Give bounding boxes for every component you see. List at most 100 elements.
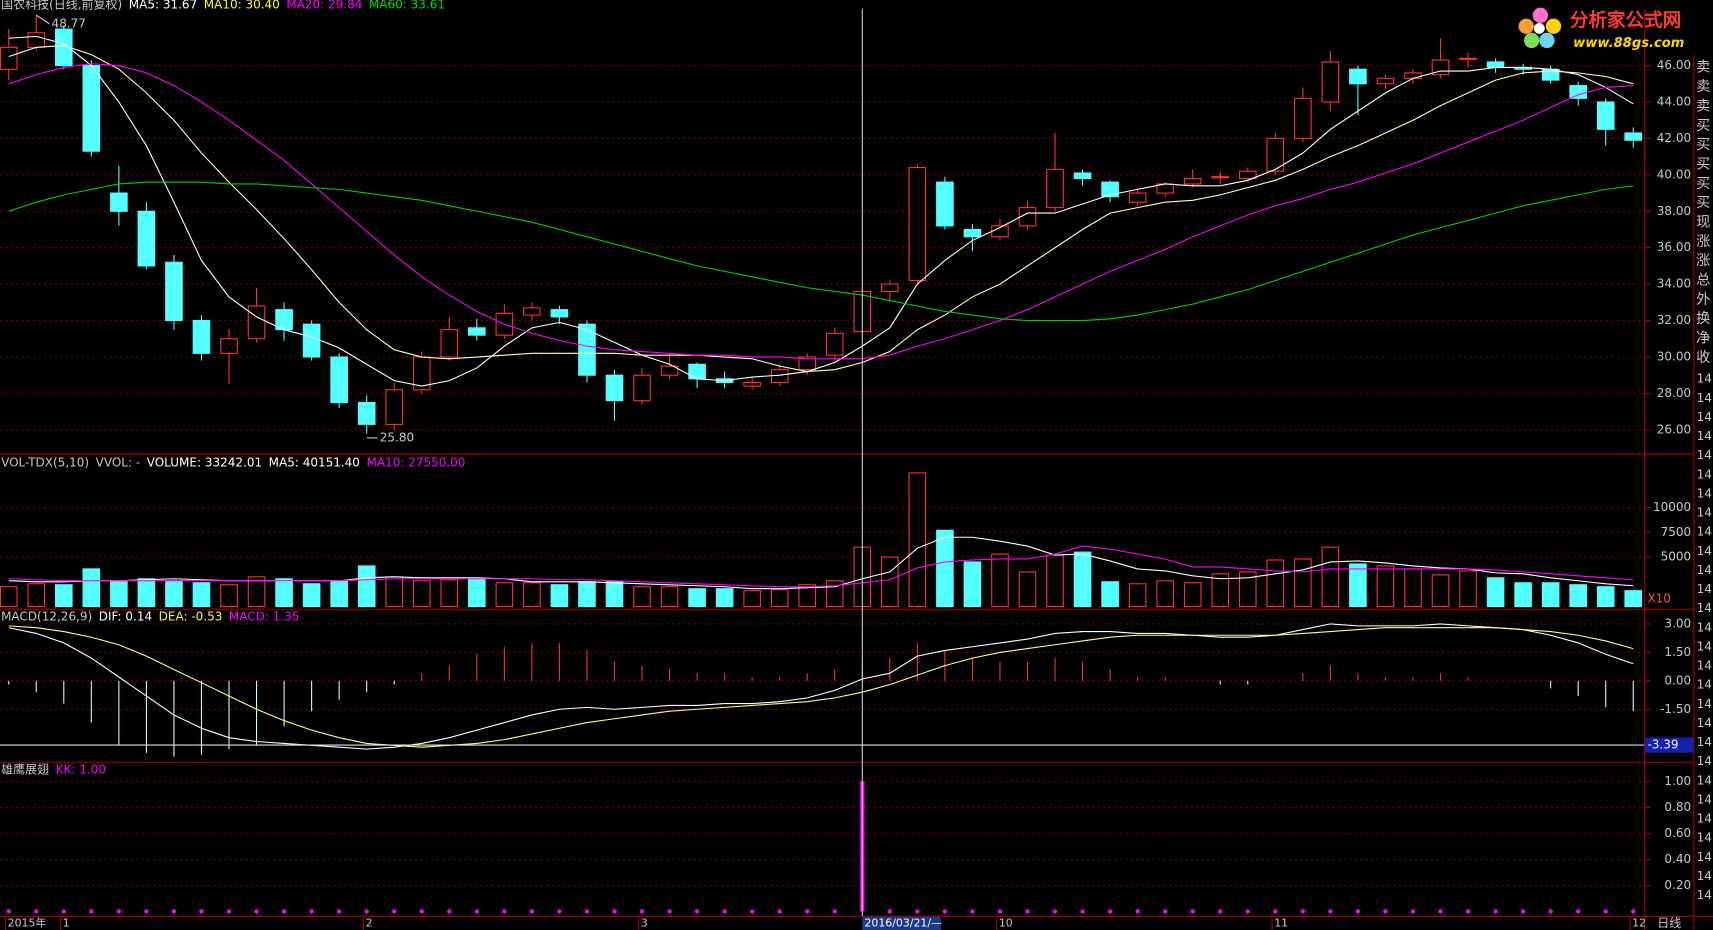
volume-bar	[1596, 586, 1615, 608]
signal-dot	[1273, 909, 1278, 914]
side-label: 卖	[1696, 98, 1710, 114]
volume-bar	[495, 582, 514, 608]
volume-bar	[0, 586, 18, 608]
y-tick-label: 1.50	[1664, 645, 1691, 659]
volume-bar	[1018, 571, 1037, 608]
signal-dot	[639, 909, 645, 914]
candle-body	[1459, 57, 1477, 60]
candle-body	[660, 365, 679, 376]
side-label: 买	[1696, 195, 1710, 211]
candle-body	[1211, 176, 1230, 179]
side-number: 14	[1697, 410, 1712, 424]
signal-dot	[1493, 909, 1498, 914]
y-tick-label: 1.00	[1664, 774, 1691, 788]
volume-bar	[743, 590, 761, 608]
volume-bar	[523, 582, 541, 608]
header-item: VVOL: -	[96, 455, 141, 469]
volume-bar	[1266, 559, 1285, 608]
line-series	[8, 545, 1634, 588]
volume-bar	[1569, 584, 1587, 608]
panel-header: 雄鹰展翅 KK: 1.00	[1, 761, 106, 776]
side-number: 14	[1697, 716, 1712, 730]
side-number: 14	[1697, 620, 1712, 634]
y-tick-label: 46.00	[1657, 58, 1691, 72]
y-tick-label: 0.00	[1664, 673, 1691, 687]
volume-bar	[220, 584, 238, 608]
side-number: 14	[1697, 391, 1712, 405]
side-label: 买	[1696, 137, 1710, 153]
signal-dot	[997, 909, 1003, 914]
side-label: 外	[1696, 292, 1710, 308]
candle-body	[110, 192, 128, 212]
candle-body	[1101, 181, 1119, 198]
signal-dot	[1548, 909, 1553, 914]
candle-body	[302, 323, 321, 358]
logo-url: www.88gs.com	[1573, 36, 1684, 51]
candle-body	[1183, 177, 1202, 185]
volume-bar	[330, 580, 348, 608]
x-tick-label: 11	[1274, 916, 1288, 929]
signal-dot	[1383, 909, 1388, 914]
volume-bar	[192, 582, 211, 608]
header-item: 雄鹰展翅	[1, 761, 49, 776]
volume-bar	[1156, 580, 1174, 608]
volume-bar	[1294, 558, 1312, 608]
y-tick-label: 3.00	[1664, 616, 1691, 630]
volume-bar	[908, 472, 927, 608]
signal-dot	[1575, 909, 1581, 914]
side-label: 涨	[1696, 234, 1710, 250]
candle-body	[1596, 101, 1615, 130]
signal-dot	[281, 909, 287, 914]
side-number: 14	[1697, 869, 1712, 883]
signal-dot	[61, 909, 66, 914]
cursor-value-box	[1645, 737, 1694, 753]
y-tick-label: 7500	[1661, 525, 1692, 539]
y-tick-label: 0.20	[1664, 878, 1691, 892]
signal-dot	[447, 909, 452, 914]
volume-bar	[605, 581, 624, 608]
cursor-date-box	[862, 916, 941, 930]
candle-body	[881, 283, 899, 292]
side-label: 买	[1696, 176, 1710, 192]
signal-dot	[1328, 909, 1333, 914]
volume-bar	[357, 565, 376, 608]
volume-bar	[1128, 583, 1147, 608]
signal-dot	[584, 909, 590, 914]
candle-body	[578, 323, 596, 376]
volume-bar	[715, 588, 734, 608]
period-label: 日线	[1657, 916, 1681, 930]
volume-bar	[633, 586, 651, 608]
signal-dot	[1300, 909, 1306, 914]
signal-dot	[529, 909, 535, 914]
signal-dot	[89, 909, 94, 914]
volume-bar	[963, 561, 982, 608]
frame	[0, 8, 1713, 930]
y-tick-label: 34.00	[1657, 277, 1691, 291]
volume-bar	[1459, 570, 1477, 608]
volume-bar	[578, 581, 596, 608]
candle-body	[1266, 137, 1285, 172]
signal-dot	[1162, 909, 1168, 914]
signal-dot	[942, 909, 948, 914]
side-number: 14	[1697, 467, 1712, 481]
line-series	[8, 623, 1634, 750]
unit-label: X10	[1647, 591, 1670, 605]
side-number: 14	[1697, 735, 1712, 749]
signal-dot	[34, 909, 39, 914]
signal-dot	[1080, 909, 1085, 914]
high-pointer	[35, 14, 50, 25]
volume-bar	[110, 581, 128, 608]
side-number: 14	[1697, 754, 1712, 768]
volume-bar	[137, 578, 156, 608]
volume-bar	[1101, 581, 1119, 608]
volume-bar	[247, 576, 266, 608]
logo-icon	[1518, 7, 1562, 49]
side-number: 14	[1697, 563, 1712, 577]
x-tick-label: 2	[366, 916, 373, 929]
signal-dot	[612, 909, 617, 914]
candle-body	[523, 307, 541, 316]
header-item: MACD: 1.35	[229, 609, 300, 623]
volume-bar	[881, 556, 899, 608]
line-series	[8, 35, 1634, 387]
